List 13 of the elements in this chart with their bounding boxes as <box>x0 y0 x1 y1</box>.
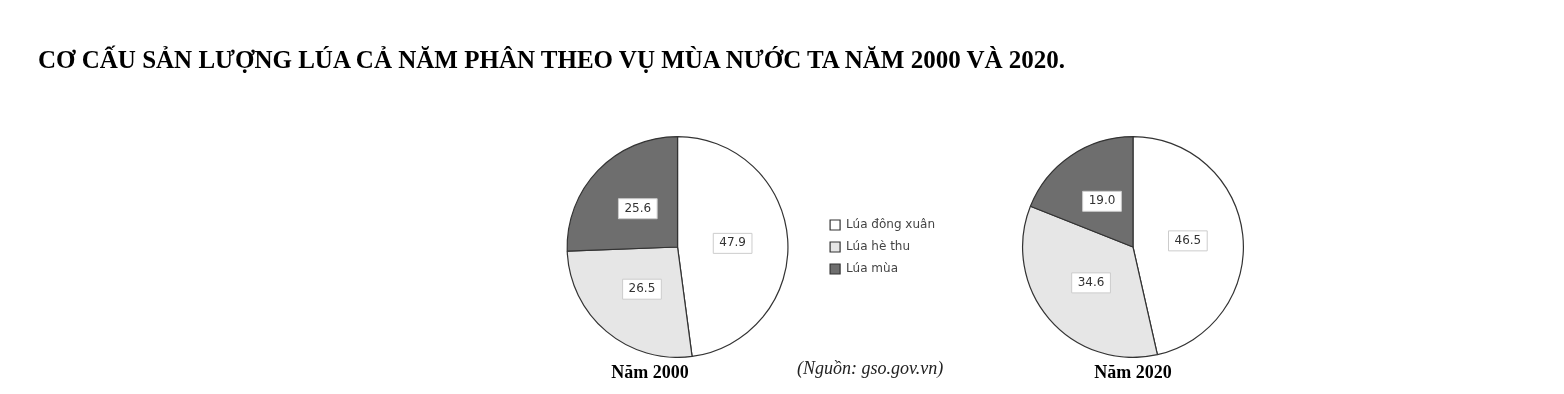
text: Năm 2020 <box>1093 362 1173 383</box>
data-label: 19.0 <box>1088 193 1116 208</box>
legend-label: Lúa đông xuân <box>846 217 936 232</box>
data-label: 47.9 <box>719 235 746 250</box>
chart-title: CƠ CẤU SẢN LƯỢNG LÚA CẢ NĂM PHÂN THEO VỤ MÙA NƯỚC TA NĂM 2000 VÀ 2020. <box>38 46 1066 74</box>
data-label: 34.6 <box>1077 275 1105 290</box>
data-label: 46.5 <box>1174 232 1202 247</box>
text: Năm 2000 <box>610 362 690 383</box>
data-label: 25.6 <box>624 200 652 215</box>
legend-label: Lúa hè thu <box>846 239 911 254</box>
data-label: 26.5 <box>628 281 656 296</box>
text: (Nguồn: gso.gov.vn) <box>797 358 944 379</box>
legend-label: Lúa mùa <box>846 261 898 276</box>
